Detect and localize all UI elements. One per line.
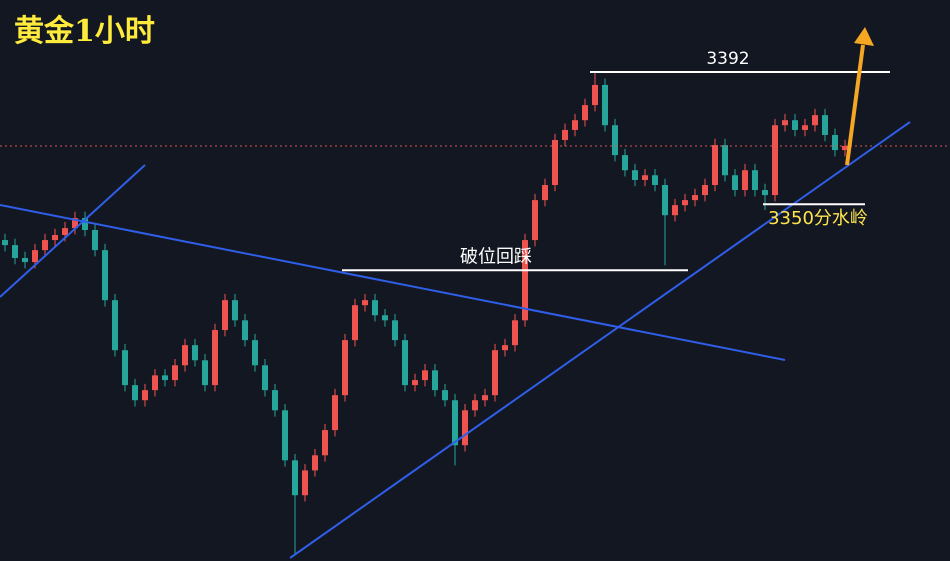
candle-body <box>462 410 468 446</box>
candle-body <box>602 84 608 126</box>
candle-body <box>12 245 18 259</box>
candle-body <box>82 218 88 231</box>
candle-body <box>562 129 568 141</box>
level-label: 3350分水岭 <box>768 208 868 229</box>
candle-body <box>502 345 508 351</box>
candle-body <box>792 120 798 130</box>
candle-body <box>552 140 558 186</box>
candle-body <box>222 300 228 331</box>
candle-body <box>522 240 528 321</box>
candle-body <box>442 390 448 401</box>
candle-body <box>122 350 128 386</box>
candle-body <box>432 370 438 391</box>
candle-body <box>102 250 108 301</box>
candle-body <box>692 195 698 201</box>
candle-body <box>382 315 388 321</box>
candle-body <box>152 375 158 391</box>
candle-body <box>272 390 278 411</box>
candle-body <box>262 365 268 391</box>
trend-line <box>0 164 146 298</box>
candle-body <box>802 125 808 130</box>
candle-body <box>472 400 478 411</box>
candle-body <box>372 300 378 316</box>
candle-body <box>492 350 498 396</box>
candles <box>2 72 848 556</box>
level-label: 3392 <box>706 49 749 69</box>
candle-body <box>412 380 418 386</box>
arrow-shaft <box>845 44 865 166</box>
candle-body <box>92 230 98 251</box>
candle-body <box>752 170 758 191</box>
candle-body <box>232 300 238 321</box>
candle-body <box>822 115 828 135</box>
candle-body <box>772 125 778 196</box>
candle-body <box>612 125 618 156</box>
candle-body <box>62 228 68 236</box>
candle-body <box>582 105 588 121</box>
candle-body <box>252 340 258 366</box>
candle-body <box>32 250 38 263</box>
candle-body <box>72 218 78 229</box>
candle-body <box>392 320 398 341</box>
candle-body <box>312 455 318 471</box>
candle-body <box>202 360 208 386</box>
trend-line <box>289 121 911 559</box>
candle-body <box>292 460 298 496</box>
candle-body <box>532 200 538 241</box>
candle-body <box>782 120 788 126</box>
candle-body <box>632 170 638 180</box>
candle-body <box>452 400 458 446</box>
candle-body <box>172 365 178 381</box>
candle-body <box>422 370 428 381</box>
candle-body <box>352 305 358 341</box>
candle-body <box>212 330 218 386</box>
candle-body <box>812 115 818 126</box>
candle-body <box>742 170 748 191</box>
candle-body <box>52 235 58 241</box>
candle-body <box>302 470 308 496</box>
candle-body <box>572 120 578 130</box>
candle-body <box>342 340 348 396</box>
trend-line <box>0 204 786 361</box>
candle-body <box>622 155 628 171</box>
candle-body <box>242 320 248 341</box>
candle-body <box>322 430 328 456</box>
candle-body <box>672 205 678 216</box>
candle-body <box>112 300 118 351</box>
candle-body <box>132 385 138 401</box>
candle-body <box>162 375 168 381</box>
candle-body <box>682 200 688 206</box>
candle-body <box>402 340 408 386</box>
candle-body <box>642 175 648 180</box>
candle-body <box>2 240 8 246</box>
candle-body <box>22 258 28 263</box>
candle-body <box>662 185 668 216</box>
candle-body <box>712 145 718 186</box>
candle-body <box>702 185 708 196</box>
level-label: 破位回踩 <box>460 246 532 267</box>
chart-title: 黄金1小时 <box>14 14 155 49</box>
candle-body <box>652 175 658 186</box>
candle-body <box>842 145 848 151</box>
candle-body <box>542 185 548 201</box>
candle-body <box>732 175 738 191</box>
candle-body <box>362 300 368 306</box>
candle-body <box>192 345 198 361</box>
candle-body <box>182 345 188 366</box>
candle-body <box>482 395 488 401</box>
candle-body <box>42 240 48 251</box>
candle-body <box>832 134 838 151</box>
candle-body <box>592 84 598 106</box>
arrow-head <box>854 27 874 46</box>
candle-body <box>722 145 728 176</box>
candle-body <box>332 395 338 431</box>
candle-body <box>282 410 288 461</box>
candle-body <box>762 190 768 196</box>
candle-body <box>512 320 518 346</box>
candle-body <box>142 390 148 401</box>
